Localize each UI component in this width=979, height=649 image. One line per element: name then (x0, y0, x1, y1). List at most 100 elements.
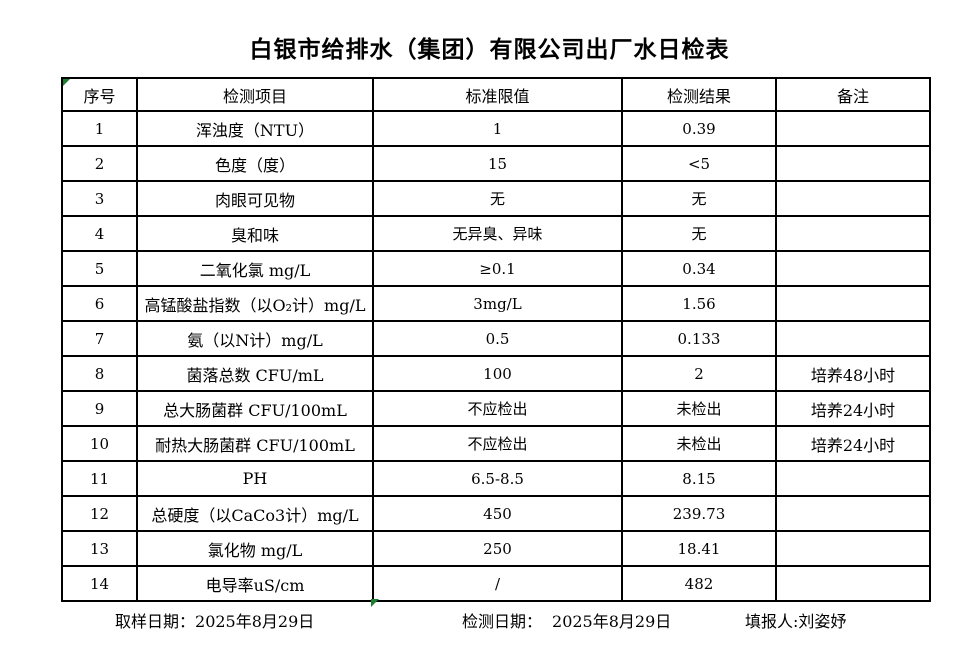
cell-note (775, 250, 931, 287)
cell-note (775, 565, 931, 602)
header-note: 备注 (775, 77, 931, 112)
cell-note (775, 495, 931, 532)
cell-note: 培养24小时 (775, 390, 931, 427)
cell-result: 18.41 (621, 530, 777, 567)
cell-no: 3 (61, 180, 138, 217)
cell-result: <5 (621, 145, 777, 182)
table-row: 5 二氧化氯 mg/L ≥0.1 0.34 (61, 250, 931, 287)
footer: 取样日期：2025年8月29日 检测日期： 2025年8月29日 填报人:刘姿妤 (0, 608, 979, 634)
below-table-green-triangle-icon (371, 599, 379, 607)
cell-limit: 不应检出 (372, 425, 623, 462)
table-row: 8 菌落总数 CFU/mL 100 2 培养48小时 (61, 355, 931, 392)
cell-no: 7 (61, 320, 138, 357)
cell-limit: 不应检出 (372, 390, 623, 427)
cell-item: 臭和味 (136, 215, 374, 252)
cell-result: 1.56 (621, 285, 777, 322)
table-row: 14 电导率uS/cm / 482 (61, 565, 931, 602)
header-row: 序号 检测项目 标准限值 检测结果 备注 (61, 77, 931, 112)
cell-item: 氨（以N计）mg/L (136, 320, 374, 357)
cell-result: 0.133 (621, 320, 777, 357)
cell-result: 0.34 (621, 250, 777, 287)
cell-note (775, 215, 931, 252)
table-body: 1 浑浊度（NTU） 1 0.39 2 色度（度） 15 <5 3 肉眼可见物 … (61, 110, 931, 602)
header-item: 检测项目 (136, 77, 374, 112)
cell-note (775, 110, 931, 147)
cell-limit: 无异臭、异味 (372, 215, 623, 252)
table-row: 9 总大肠菌群 CFU/100mL 不应检出 未检出 培养24小时 (61, 390, 931, 427)
cell-item: 总硬度（以CaCo3计）mg/L (136, 495, 374, 532)
cell-no: 6 (61, 285, 138, 322)
cell-item: 菌落总数 CFU/mL (136, 355, 374, 392)
cell-item: 总大肠菌群 CFU/100mL (136, 390, 374, 427)
test-date-label: 检测日期： (462, 612, 543, 631)
header-limit: 标准限值 (372, 77, 623, 112)
cell-item: 二氧化氯 mg/L (136, 250, 374, 287)
test-date-value: 2025年8月29日 (552, 612, 672, 631)
table-row: 13 氯化物 mg/L 250 18.41 (61, 530, 931, 567)
cell-limit: / (372, 565, 623, 602)
table-row: 4 臭和味 无异臭、异味 无 (61, 215, 931, 252)
header-no-label: 序号 (83, 86, 116, 106)
reporter-name: 刘姿妤 (798, 612, 847, 631)
cell-result: 482 (621, 565, 777, 602)
water-quality-table: 序号 检测项目 标准限值 检测结果 备注 1 浑浊度（NTU） 1 0.39 2… (61, 77, 931, 602)
cell-limit: 15 (372, 145, 623, 182)
cell-result: 239.73 (621, 495, 777, 532)
cell-item: 色度（度） (136, 145, 374, 182)
cell-no: 11 (61, 460, 138, 497)
cell-item: 高锰酸盐指数（以O₂计）mg/L (136, 285, 374, 322)
cell-limit: 450 (372, 495, 623, 532)
cell-note: 培养48小时 (775, 355, 931, 392)
table-row: 10 耐热大肠菌群 CFU/100mL 不应检出 未检出 培养24小时 (61, 425, 931, 462)
cell-note (775, 460, 931, 497)
table-row: 2 色度（度） 15 <5 (61, 145, 931, 182)
cell-note (775, 530, 931, 567)
cell-item: PH (136, 460, 374, 497)
cell-no: 12 (61, 495, 138, 532)
cell-limit: 250 (372, 530, 623, 567)
header-result: 检测结果 (621, 77, 777, 112)
cell-result: 未检出 (621, 390, 777, 427)
cell-limit: 100 (372, 355, 623, 392)
cell-item: 浑浊度（NTU） (136, 110, 374, 147)
cell-limit: 3mg/L (372, 285, 623, 322)
cell-item: 肉眼可见物 (136, 180, 374, 217)
cell-no: 5 (61, 250, 138, 287)
cell-note: 培养24小时 (775, 425, 931, 462)
cell-limit: 1 (372, 110, 623, 147)
reporter-label: 填报人: (745, 612, 799, 631)
cell-note (775, 320, 931, 357)
cell-no: 8 (61, 355, 138, 392)
cell-result: 无 (621, 215, 777, 252)
cell-item: 耐热大肠菌群 CFU/100mL (136, 425, 374, 462)
sample-date: 取样日期：2025年8月29日 (115, 608, 314, 632)
page-title: 白银市给排水（集团）有限公司出厂水日检表 (249, 37, 730, 63)
cell-item: 氯化物 mg/L (136, 530, 374, 567)
cell-limit: 6.5-8.5 (372, 460, 623, 497)
table-row: 6 高锰酸盐指数（以O₂计）mg/L 3mg/L 1.56 (61, 285, 931, 322)
cell-limit: 无 (372, 180, 623, 217)
cell-note (775, 285, 931, 322)
cell-no: 10 (61, 425, 138, 462)
sample-date-value: 2025年8月29日 (195, 612, 315, 631)
cell-limit: ≥0.1 (372, 250, 623, 287)
cell-note (775, 145, 931, 182)
table-row: 12 总硬度（以CaCo3计）mg/L 450 239.73 (61, 495, 931, 532)
table-row: 11 PH 6.5-8.5 8.15 (61, 460, 931, 497)
cell-no: 9 (61, 390, 138, 427)
cell-no: 4 (61, 215, 138, 252)
cell-error-triangle-icon (64, 80, 70, 86)
table-row: 7 氨（以N计）mg/L 0.5 0.133 (61, 320, 931, 357)
cell-result: 0.39 (621, 110, 777, 147)
cell-no: 1 (61, 110, 138, 147)
cell-item: 电导率uS/cm (136, 565, 374, 602)
reporter: 填报人:刘姿妤 (745, 608, 846, 632)
cell-result: 无 (621, 180, 777, 217)
cell-no: 2 (61, 145, 138, 182)
header-no: 序号 (61, 77, 138, 112)
cell-no: 14 (61, 565, 138, 602)
table-header: 序号 检测项目 标准限值 检测结果 备注 (61, 77, 931, 112)
sample-date-label: 取样日期： (115, 612, 196, 631)
cell-result: 2 (621, 355, 777, 392)
